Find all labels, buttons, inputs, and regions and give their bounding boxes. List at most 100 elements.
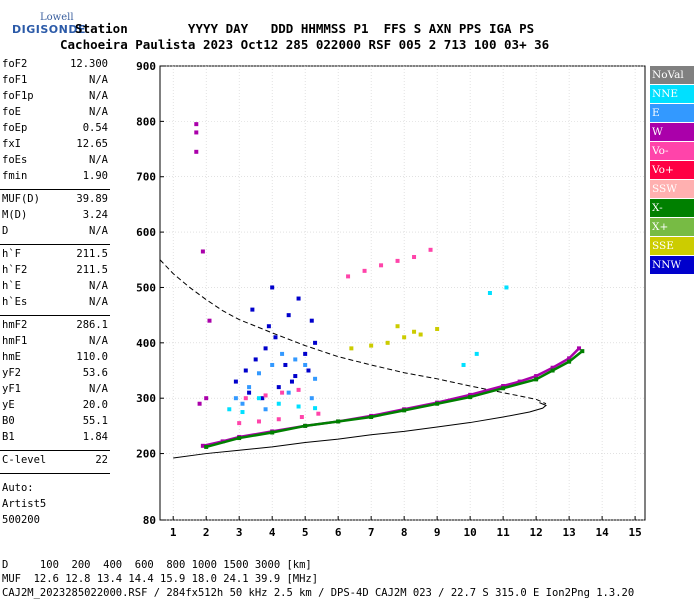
legend-entry: X+ [650,218,694,236]
x-tick-label: 15 [628,526,641,539]
y-tick-label: 400 [136,337,156,350]
x-tick-label: 3 [236,526,243,539]
param-name: foE [2,106,21,118]
param-value: N/A [89,296,108,308]
x-tick-label: 10 [464,526,477,539]
param-value: 286.1 [76,319,108,331]
echo-point [263,393,268,398]
param-separator [0,473,110,474]
auto-line: Artist5 [2,498,47,510]
param-value: 22 [95,454,108,466]
param-name: hmE [2,351,21,363]
header-line2: Cachoeira Paulista 2023 Oct12 285 022000… [60,37,550,52]
echo-point [250,307,255,312]
echo-point [296,296,301,301]
y-tick-label: 80 [143,514,156,527]
digisonde-logo: Lowell DIGISONDE [2,12,85,40]
x-tick-label: 1 [170,526,177,539]
param-row: B1 1.84 [0,431,110,447]
echo-point [461,362,466,367]
x-tick-label: 8 [401,526,408,539]
echo-point [313,340,318,345]
echo-point [256,371,261,376]
x-tick-label: 12 [529,526,542,539]
echo-point [194,149,199,154]
echo-point [270,285,275,290]
param-row: MUF(D) 39.89 [0,193,110,209]
param-value: N/A [89,280,108,292]
echo-point [243,396,248,401]
param-name: fxI [2,138,21,150]
param-row: h`Es N/A [0,296,110,312]
param-row: foEs N/A [0,154,110,170]
auto-line: 500200 [2,514,40,526]
echo-point [313,406,318,411]
param-value: 1.84 [82,431,108,443]
echo-point [369,343,374,348]
echo-point [276,417,281,422]
echo-point [263,407,268,412]
param-row: fmin 1.90 [0,170,110,186]
muf-dashed-curve [159,259,547,405]
density-profile-line [173,402,547,459]
echo-point [280,351,285,356]
legend-entry: SSW [650,180,694,198]
plot-frame [159,65,646,521]
echo-point [349,346,354,351]
echo-point [273,335,278,340]
param-value: 0.54 [82,122,108,134]
legend-entry: Vo- [650,142,694,160]
echo-point [237,421,242,426]
footer-distance-row: D 100 200 400 600 800 1000 1500 3000 [km… [2,559,312,571]
param-row: foEp 0.54 [0,122,110,138]
echo-point [316,411,321,416]
x-tick-label: 9 [434,526,441,539]
param-value: 211.5 [76,248,108,260]
param-name: foF1 [2,74,28,86]
param-separator [0,189,110,190]
param-name: yF1 [2,383,21,395]
y-tick-label: 900 [136,60,156,73]
param-value: 20.0 [82,399,108,411]
header-line1: Station YYYY DAY DDD HHMMSS P1 FFS S AXN… [60,21,535,36]
param-row: yF2 53.6 [0,367,110,383]
x-tick-label: 2 [203,526,210,539]
param-row: fxI 12.65 [0,138,110,154]
param-name: h`Es [2,296,28,308]
param-row: h`E N/A [0,280,110,296]
param-value: 55.1 [82,415,108,427]
echo-point [395,324,400,329]
param-name: foF1p [2,90,34,102]
param-row: h`F2 211.5 [0,264,110,280]
legend-entry: W [650,123,694,141]
echo-point [412,255,417,260]
x-tick-label: 4 [269,526,276,539]
x-tick-label: 5 [302,526,309,539]
echo-point [207,318,212,323]
echo-point [240,410,245,415]
legend-entry: X- [650,199,694,217]
param-value: N/A [89,74,108,86]
param-row: h`F 211.5 [0,248,110,264]
legend-entry: E [650,104,694,122]
param-value: N/A [89,383,108,395]
param-row: D N/A [0,225,110,241]
echo-point [263,346,268,351]
echo-point [296,387,301,392]
param-name: h`F [2,248,21,260]
echo-point [303,362,308,367]
footer-info: D 100 200 400 600 800 1000 1500 3000 [km… [2,558,634,600]
echo-point [256,419,261,424]
param-name: hmF1 [2,335,28,347]
echo-point [487,291,492,295]
param-name: h`E [2,280,21,292]
echo-point [299,415,304,420]
param-name: M(D) [2,209,28,221]
param-value: N/A [89,225,108,237]
param-row: M(D) 3.24 [0,209,110,225]
echo-point [286,313,291,318]
param-name: fmin [2,170,28,182]
y-tick-label: 300 [136,392,156,405]
echo-point [286,390,291,395]
